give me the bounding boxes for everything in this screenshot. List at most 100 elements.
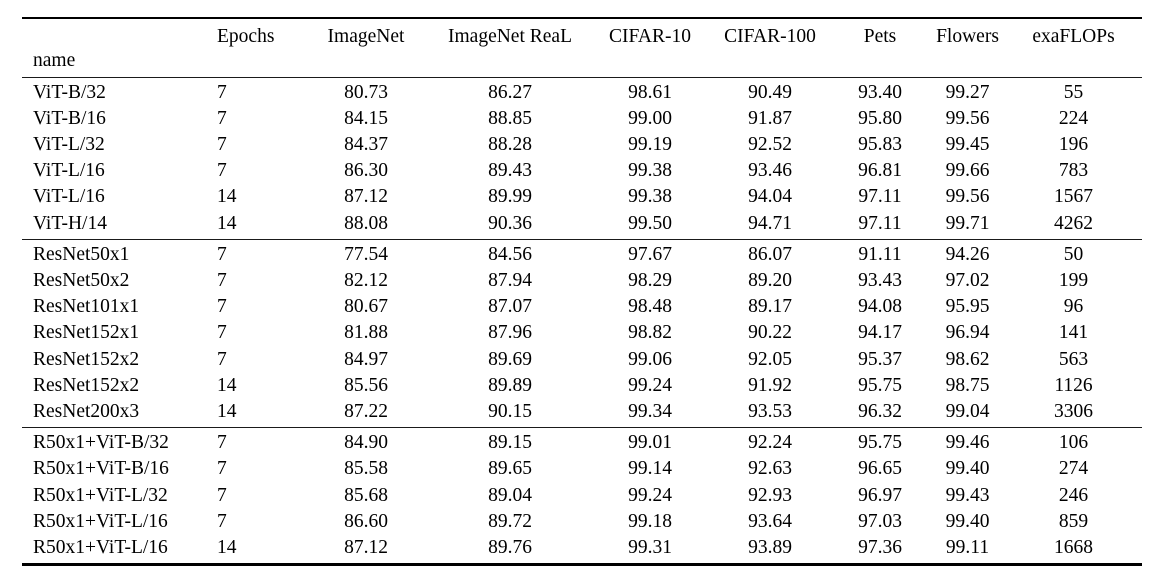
value-cell: 89.15	[488, 432, 532, 454]
value-cell: 99.19	[628, 133, 672, 155]
value-cell: 99.71	[945, 212, 990, 234]
table-row: R50x1+ViT-B/16 7 85.58 89.65 99.14 92.63 96.65…	[22, 456, 1142, 482]
value-cell: 99.24	[628, 484, 672, 506]
value-cell: 81.88	[344, 322, 388, 344]
value-cell: 86.30	[344, 160, 388, 182]
value-cell: 97.36	[858, 536, 902, 558]
value-cell: 90.22	[748, 322, 792, 344]
value-cell: 99.06	[628, 348, 672, 370]
value-cell: 97.03	[858, 510, 902, 532]
value-cell: 99.46	[945, 432, 990, 454]
value-cell: 96.32	[858, 400, 902, 422]
value-cell: 89.04	[488, 484, 532, 506]
value-cell: 93.40	[858, 81, 902, 103]
value-cell: 99.18	[628, 510, 672, 532]
table-group-resnet: ResNet50x1 7 77.54 84.56 97.67 86.07 91.11 94.2…	[22, 239, 1142, 427]
value-cell: 99.66	[945, 160, 990, 182]
table-row: R50x1+ViT-L/16 14 87.12 89.76 99.31 93.89 97.3…	[22, 535, 1142, 565]
value-cell: 274	[1058, 458, 1089, 480]
model-name-cell: ResNet152x1	[33, 322, 140, 344]
column-header-imagenet: ImageNet	[327, 26, 405, 47]
value-cell: 95.75	[858, 374, 902, 396]
value-cell: 99.34	[628, 400, 672, 422]
value-cell: 93.64	[748, 510, 792, 532]
value-cell: 90.15	[488, 400, 532, 422]
table-group-hybrid: R50x1+ViT-B/32 7 84.90 89.15 99.01 92.24 95.75…	[22, 427, 1142, 565]
value-cell: 99.01	[628, 432, 672, 454]
value-cell: 92.05	[748, 348, 792, 370]
value-cell: 7	[217, 296, 227, 318]
model-name-cell: ViT-B/32	[33, 81, 106, 103]
column-header-imagenet-real: ImageNet ReaL	[448, 26, 572, 47]
model-name-cell: R50x1+ViT-L/16	[33, 510, 168, 532]
results-table: name Epochs ImageNet ImageNet ReaL CIFAR-10 C…	[22, 17, 1142, 567]
value-cell: 7	[217, 510, 227, 532]
value-cell: 14	[217, 536, 237, 558]
value-cell: 87.94	[488, 269, 532, 291]
value-cell: 87.12	[344, 536, 388, 558]
value-cell: 89.99	[488, 186, 532, 208]
model-name-cell: ResNet50x1	[33, 243, 130, 265]
value-cell: 99.38	[628, 186, 672, 208]
value-cell: 84.97	[344, 348, 388, 370]
model-name-cell: ResNet101x1	[33, 296, 140, 318]
model-name-cell: ResNet50x2	[33, 269, 130, 291]
value-cell: 82.12	[344, 269, 388, 291]
value-cell: 94.17	[858, 322, 902, 344]
value-cell: 85.68	[344, 484, 388, 506]
model-name-cell: R50x1+ViT-L/16	[33, 536, 168, 558]
value-cell: 14	[217, 212, 237, 234]
value-cell: 55	[1063, 81, 1084, 103]
model-name-cell: ViT-L/16	[33, 160, 105, 182]
value-cell: 88.85	[488, 107, 532, 129]
value-cell: 94.26	[945, 243, 990, 265]
model-name-cell: R50x1+ViT-B/16	[33, 458, 169, 480]
column-header-flowers: Flowers	[936, 26, 999, 47]
value-cell: 95.83	[858, 133, 902, 155]
value-cell: 86.60	[344, 510, 388, 532]
value-cell: 80.73	[344, 81, 388, 103]
model-name-cell: ViT-H/14	[33, 212, 107, 234]
value-cell: 96.81	[858, 160, 902, 182]
value-cell: 84.56	[488, 243, 532, 265]
value-cell: 99.56	[945, 186, 990, 208]
value-cell: 7	[217, 322, 227, 344]
column-header-epochs: Epochs	[217, 26, 275, 47]
value-cell: 98.61	[628, 81, 672, 103]
value-cell: 86.27	[488, 81, 532, 103]
value-cell: 783	[1058, 160, 1089, 182]
model-name-cell: ViT-B/16	[33, 107, 106, 129]
value-cell: 87.07	[488, 296, 532, 318]
value-cell: 7	[217, 484, 227, 506]
value-cell: 88.08	[344, 212, 388, 234]
table-row: ResNet50x2 7 82.12 87.94 98.29 89.20 93.43 97.0…	[22, 268, 1142, 294]
value-cell: 99.40	[945, 458, 990, 480]
value-cell: 7	[217, 348, 227, 370]
table-row: ResNet200x3 14 87.22 90.15 99.34 93.53 96.32 99…	[22, 399, 1142, 428]
table-row: ResNet50x1 7 77.54 84.56 97.67 86.07 91.11 94.2…	[22, 239, 1142, 268]
value-cell: 80.67	[344, 296, 388, 318]
value-cell: 97.11	[858, 186, 902, 208]
value-cell: 89.65	[488, 458, 532, 480]
value-cell: 90.49	[748, 81, 792, 103]
value-cell: 99.00	[628, 107, 672, 129]
value-cell: 1126	[1054, 374, 1093, 396]
value-cell: 92.52	[748, 133, 792, 155]
model-name-cell: R50x1+ViT-L/32	[33, 484, 168, 506]
value-cell: 97.67	[628, 243, 672, 265]
value-cell: 14	[217, 400, 237, 422]
value-cell: 196	[1058, 133, 1089, 155]
value-cell: 98.62	[945, 348, 990, 370]
value-cell: 3306	[1054, 400, 1093, 422]
value-cell: 85.58	[344, 458, 388, 480]
value-cell: 7	[217, 81, 227, 103]
value-cell: 96.97	[858, 484, 902, 506]
model-name-cell: R50x1+ViT-B/32	[33, 432, 169, 454]
value-cell: 95.37	[858, 348, 902, 370]
value-cell: 7	[217, 133, 227, 155]
value-cell: 224	[1058, 107, 1089, 129]
value-cell: 4262	[1054, 212, 1093, 234]
value-cell: 93.89	[748, 536, 792, 558]
value-cell: 95.95	[945, 296, 990, 318]
value-cell: 7	[217, 107, 227, 129]
